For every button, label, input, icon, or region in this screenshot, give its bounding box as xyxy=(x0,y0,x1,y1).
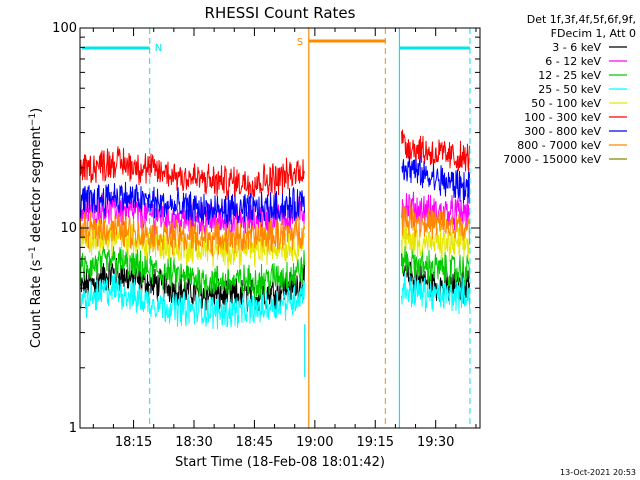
legend-label: 7000 - 15000 keV xyxy=(503,153,601,166)
y-axis-label: Count Rate (s−1 detector segment−1) xyxy=(28,108,44,348)
x-axis-label: Start Time (18-Feb-08 18:01:42) xyxy=(175,455,385,470)
footer-timestamp: 13-Oct-2021 20:53 xyxy=(560,468,636,477)
x-tick-label: 19:15 xyxy=(357,435,394,450)
series-line-2-segment-1 xyxy=(401,246,470,287)
x-tick-label: 18:15 xyxy=(115,435,152,450)
legend-label: 300 - 800 keV xyxy=(524,125,601,138)
series-line-2-segment-0 xyxy=(79,246,305,299)
legend-label: 800 - 7000 keV xyxy=(517,139,601,152)
legend-label: 50 - 100 keV xyxy=(531,97,601,110)
series-line-7-segment-0 xyxy=(79,210,305,257)
series-line-5-segment-0 xyxy=(79,146,305,200)
y-tick-label: 10 xyxy=(60,221,77,236)
legend-header-line-2: FDecim 1, Att 0 xyxy=(551,27,636,40)
series-line-4-segment-0 xyxy=(79,218,305,269)
tick-labels: 18:15 18:30 18:45 19:00 19:15 19:30 1 10 100 xyxy=(52,21,454,450)
y-tick-label: 1 xyxy=(69,421,77,436)
legend: Det 1f,3f,4f,5f,6f,9f, FDecim 1, Att 0 3… xyxy=(503,13,636,166)
series-line-7-segment-1 xyxy=(401,200,470,245)
legend-label: 3 - 6 keV xyxy=(552,41,601,54)
series-line-1-segment-1 xyxy=(401,191,470,232)
chart-title: RHESSI Count Rates xyxy=(205,4,356,22)
series-line-6-segment-1 xyxy=(401,155,470,204)
series-line-4-segment-1 xyxy=(401,222,470,262)
series-line-3-segment-1 xyxy=(401,272,470,315)
plot-area: NS xyxy=(79,28,471,428)
legend-label: 12 - 25 keV xyxy=(538,69,601,82)
y-tick-label: 100 xyxy=(52,21,77,36)
axis-ticks xyxy=(80,27,480,429)
x-tick-label: 19:00 xyxy=(296,435,333,450)
series-line-6-segment-0 xyxy=(79,181,305,229)
series-line-5-segment-1 xyxy=(401,129,470,172)
legend-header-line-1: Det 1f,3f,4f,5f,6f,9f, xyxy=(527,13,636,26)
annotation-label: N xyxy=(155,43,162,54)
legend-label: 25 - 50 keV xyxy=(538,83,601,96)
x-tick-label: 19:30 xyxy=(417,435,454,450)
legend-label: 6 - 12 keV xyxy=(545,55,601,68)
series-line-3-segment-0 xyxy=(79,273,305,330)
x-tick-label: 18:30 xyxy=(175,435,212,450)
x-tick-label: 18:45 xyxy=(236,435,273,450)
annotation-label: S xyxy=(297,37,303,48)
legend-label: 100 - 300 keV xyxy=(524,111,601,124)
